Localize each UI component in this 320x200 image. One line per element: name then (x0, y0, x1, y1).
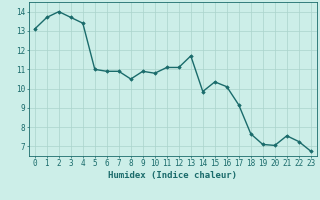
X-axis label: Humidex (Indice chaleur): Humidex (Indice chaleur) (108, 171, 237, 180)
